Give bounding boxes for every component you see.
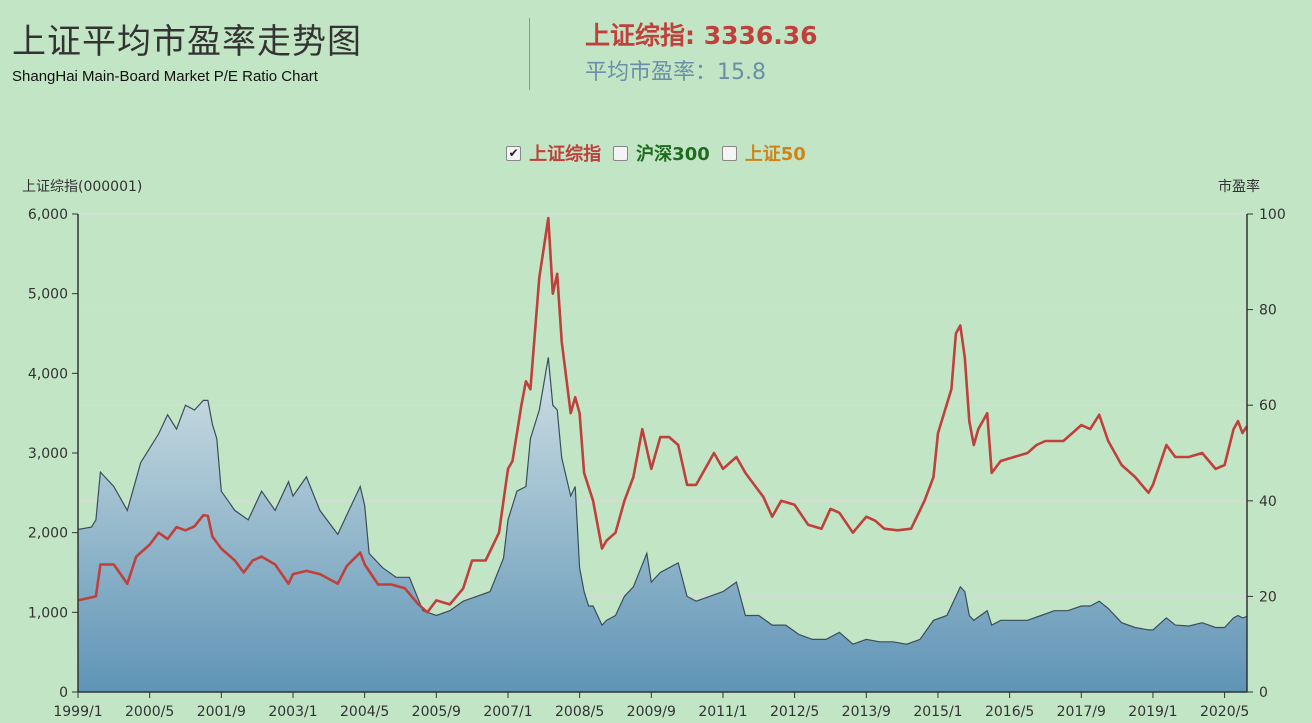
x-tick-label: 2017/9	[1057, 704, 1106, 720]
x-tick-label: 2013/9	[842, 704, 891, 720]
legend-item-sz50[interactable]: 上证50	[721, 140, 806, 166]
pe-line	[77, 357, 1248, 645]
pe-value-label: 平均市盈率：15.8	[585, 60, 766, 85]
y-left-tick-label: 0	[59, 685, 68, 701]
index-value-label: 上证综指: 3336.36	[585, 21, 818, 50]
y-left-tick-label: 1,000	[28, 605, 68, 621]
x-tick-label: 2020/5	[1200, 704, 1249, 720]
y-right-tick-label: 100	[1259, 207, 1286, 223]
x-tick-label: 2000/5	[125, 704, 174, 720]
y-left-tick-label: 4,000	[28, 366, 68, 382]
pe-area	[78, 357, 1247, 692]
y-left-tick-label: 6,000	[28, 207, 68, 223]
index-line	[77, 216, 1249, 614]
y-left-axis-title: 上证综指(000001)	[22, 179, 143, 195]
x-tick-label: 2012/5	[770, 704, 819, 720]
y-right-tick-label: 20	[1259, 589, 1277, 605]
legend-checkbox-shanghai[interactable]: ✔	[506, 145, 522, 161]
x-tick-label: 1999/1	[53, 704, 102, 720]
x-tick-label: 2011/1	[698, 704, 747, 720]
legend-checkbox-hs300[interactable]	[613, 145, 629, 161]
x-tick-label: 2005/9	[412, 704, 461, 720]
legend-label-shanghai: 上证综指	[529, 144, 602, 165]
x-tick-label: 2008/5	[555, 704, 604, 720]
x-tick-label: 2015/1	[913, 704, 962, 720]
y-left-tick-label: 3,000	[28, 446, 68, 462]
page-title: 上证平均市盈率走势图	[12, 22, 362, 62]
y-right-tick-label: 80	[1259, 303, 1277, 319]
legend-item-hs300[interactable]: 沪深300	[613, 140, 710, 166]
legend: ✔ 上证综指 沪深300 上证50	[0, 140, 1312, 166]
legend-checkbox-sz50[interactable]	[721, 145, 737, 161]
y-left-tick-label: 2,000	[28, 526, 68, 542]
x-tick-label: 2003/1	[268, 704, 317, 720]
x-tick-label: 2004/5	[340, 704, 389, 720]
y-right-tick-label: 60	[1259, 398, 1277, 414]
x-tick-label: 2016/5	[985, 704, 1034, 720]
y-right-axis-title: 市盈率	[1218, 179, 1260, 195]
legend-label-sz50: 上证50	[744, 144, 806, 165]
legend-label-hs300: 沪深300	[636, 144, 710, 165]
header-divider	[529, 18, 530, 90]
legend-item-shanghai[interactable]: ✔ 上证综指	[506, 140, 601, 166]
y-right-tick-label: 40	[1259, 494, 1277, 510]
x-tick-label: 2009/9	[627, 704, 676, 720]
x-tick-label: 2019/1	[1128, 704, 1177, 720]
page-subtitle: ShangHai Main-Board Market P/E Ratio Cha…	[12, 68, 318, 85]
x-tick-label: 2001/9	[197, 704, 246, 720]
x-tick-label: 2007/1	[483, 704, 532, 720]
y-left-tick-label: 5,000	[28, 287, 68, 303]
y-right-tick-label: 0	[1259, 685, 1268, 701]
